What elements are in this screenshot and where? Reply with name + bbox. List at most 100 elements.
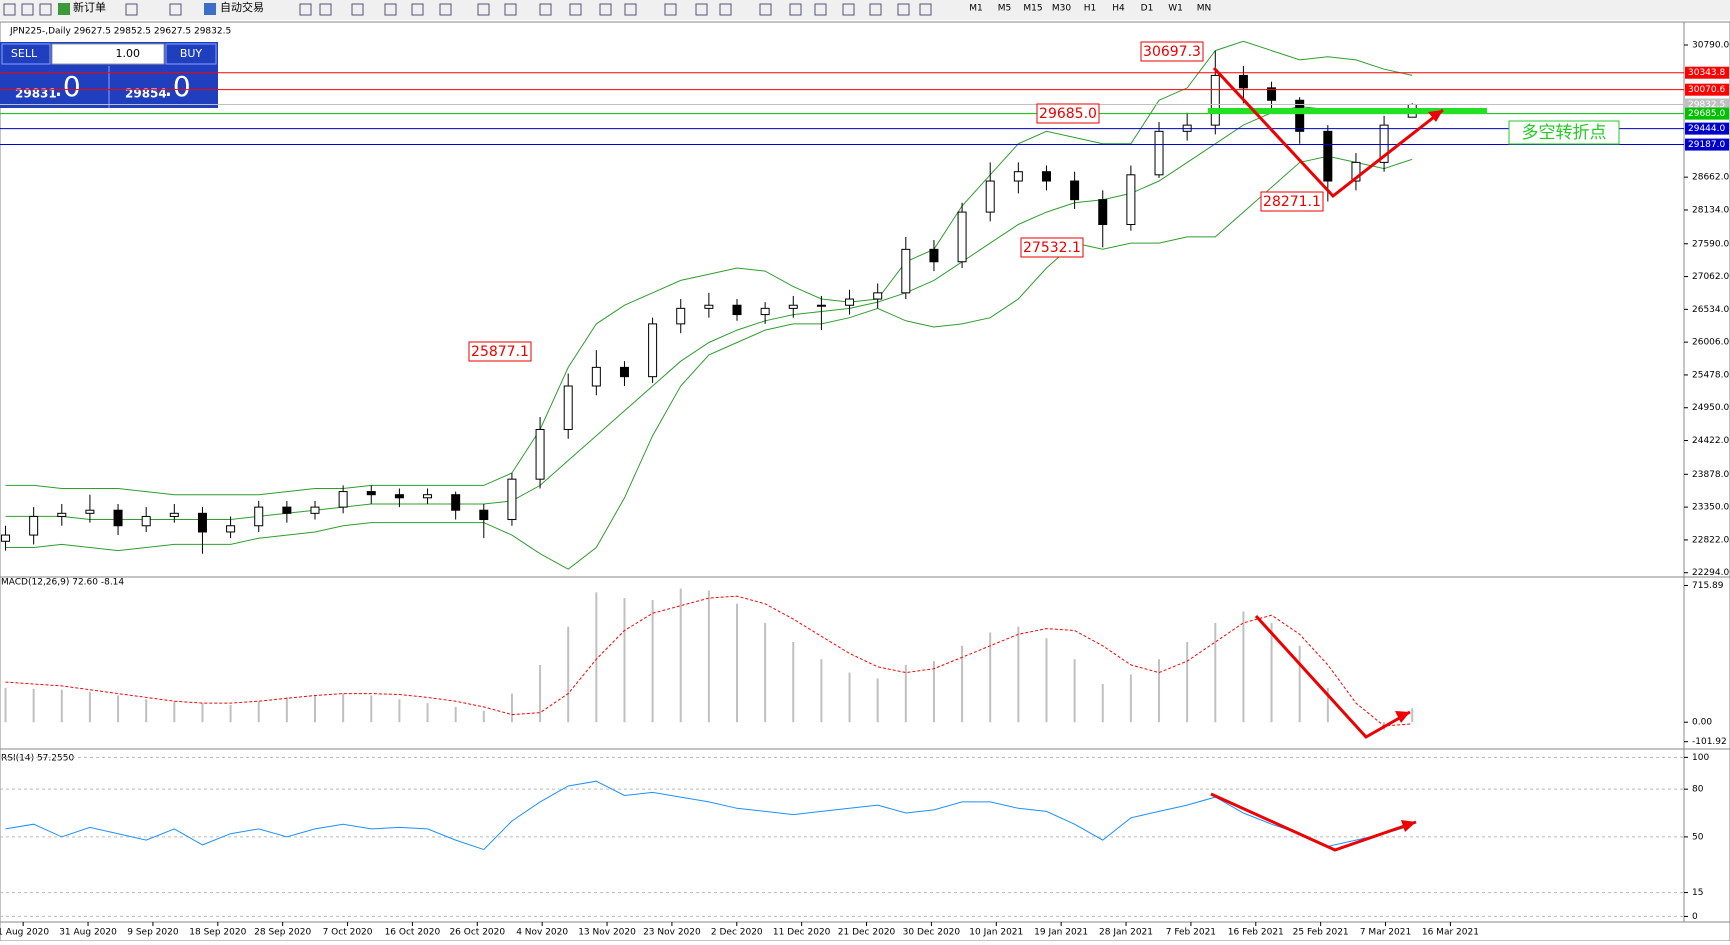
x-tick-label: 4 Nov 2020 [516,928,568,938]
buy-button[interactable] [165,43,217,65]
price-annotation-box [1260,191,1324,212]
candle-body [985,180,995,213]
timeframe-button[interactable]: H4 [1112,4,1125,14]
tool-icon[interactable] [504,3,517,16]
tool-icon[interactable] [919,3,932,16]
tool-icon[interactable] [319,3,332,16]
tool-icon[interactable] [439,3,452,16]
y-tick-label: -101.92 [1692,737,1727,747]
candle-body [338,491,348,508]
candle-body [1267,87,1277,101]
auto-trading-icon[interactable] [204,3,216,15]
lots-value[interactable]: 1.00 [116,47,141,60]
macd-bar [229,705,232,723]
macd-bar [1017,626,1020,723]
x-tick-label: 31 Aug 2020 [59,928,117,938]
timeframe-button[interactable]: M30 [1052,4,1071,14]
tool-icon[interactable] [477,3,490,16]
timeframe-button[interactable]: M15 [1023,4,1042,14]
sell-button[interactable] [1,43,51,65]
tool-icon[interactable] [351,3,364,16]
tool-icon[interactable] [842,3,855,16]
timeframe-button[interactable]: M1 [969,4,983,14]
macd-bar [651,599,654,723]
tool-icon[interactable] [299,3,312,16]
timeframe-button[interactable]: W1 [1168,4,1183,14]
x-tick-label: 25 Feb 2021 [1293,928,1349,938]
tool-icon[interactable] [719,3,732,16]
auto-trading[interactable]: 自动交易 [220,0,264,14]
buy-label[interactable]: BUY [180,47,203,60]
timeframe-button[interactable]: M5 [998,4,1012,14]
tool-icon[interactable] [814,3,827,16]
candle-body [394,494,404,499]
tool-icon[interactable] [869,3,882,16]
candle-body [732,304,742,316]
candle-body [1295,99,1305,132]
macd-bar [932,661,935,723]
tool-icon[interactable] [695,3,708,16]
macd-bar [539,664,542,723]
price-level-label: 30070.6 [1688,85,1725,95]
new-order-icon[interactable] [58,3,70,15]
candle-body [1041,171,1051,182]
macd-bar [1045,638,1048,723]
x-tick-label: 28 Jan 2021 [1099,928,1153,938]
tool-icon[interactable] [3,3,16,16]
candle-body [282,506,292,514]
price-level-tag [1685,107,1729,120]
tool-icon[interactable] [897,3,910,16]
price-level-label: 29832.5 [1688,100,1725,110]
tool-icon[interactable] [411,3,424,16]
tool-icon[interactable] [664,3,677,16]
tool-icon[interactable] [21,3,34,16]
candle-body [29,515,39,536]
price-annotation-box [1140,41,1204,62]
sell-label[interactable]: SELL [11,47,38,60]
y-tick-label: 50 [1692,832,1704,842]
macd-bar [1186,641,1189,723]
timeframe-button[interactable]: H1 [1084,4,1097,14]
tool-icon[interactable] [539,3,552,16]
signal-line [5,595,1413,727]
y-tick-label: 0.00 [1692,718,1712,728]
candle-body [85,509,95,514]
tool-icon[interactable] [789,3,802,16]
timeframe-button[interactable]: D1 [1141,4,1154,14]
macd-bar [1129,674,1132,723]
tool-icon[interactable] [569,3,582,16]
candle-body [479,509,489,521]
candle-body [57,512,67,517]
candle-body [619,366,629,378]
candle-body [1154,130,1164,176]
price-annotation: 30697.3 [1143,44,1201,60]
price-level-tag [1685,138,1729,151]
macd-bar [961,645,964,723]
bid-fraction: .0 [54,70,81,103]
price-annotation-box [468,341,532,362]
tool-icon[interactable] [624,3,637,16]
candle-body [1323,130,1333,182]
candle-body [169,512,179,517]
macd-bar [454,706,457,723]
tool-icon[interactable] [599,3,612,16]
tool-icon[interactable] [39,3,52,16]
bollinger-band [5,155,1413,570]
macd-bar [285,697,288,723]
candle-body [507,478,517,521]
macd-bar [32,688,35,723]
trend-arrow [1212,66,1444,199]
timeframe-button[interactable]: MN [1197,4,1212,14]
tool-icon[interactable] [384,3,397,16]
price-level-label: 29187.0 [1688,140,1725,150]
macd-bar [1158,659,1161,723]
new-order[interactable]: 新订单 [73,0,106,14]
candle-body [254,506,264,527]
macd-bar [623,598,626,723]
tool-icon[interactable] [169,3,182,16]
trend-arrow [1254,614,1411,739]
tool-icon[interactable] [125,3,138,16]
lots-input[interactable] [51,43,165,65]
tool-icon[interactable] [759,3,772,16]
